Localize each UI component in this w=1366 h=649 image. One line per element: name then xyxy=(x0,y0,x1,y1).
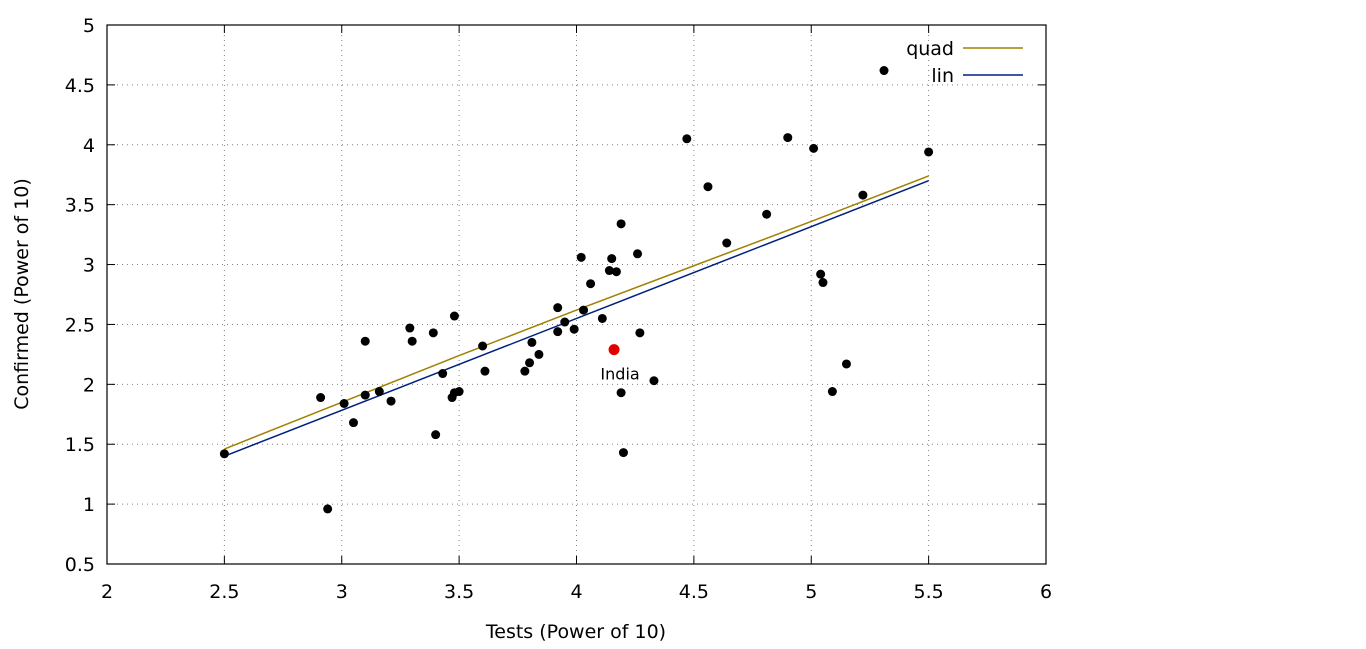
data-point xyxy=(553,303,563,313)
data-point xyxy=(438,369,448,379)
y-tick-label: 1.5 xyxy=(65,434,95,456)
x-tick-label: 4.5 xyxy=(679,581,709,603)
data-point xyxy=(449,311,459,321)
data-points: India xyxy=(219,66,934,514)
fit-lines xyxy=(224,175,929,457)
axis-ticks: 2 2.5 3 3.5 4 4.5 5 5.5 6 0.5 1 1.5 2 2.5 3 3.5 4 4.5 5 xyxy=(65,15,1052,603)
y-tick-label: 5 xyxy=(83,15,95,37)
data-point xyxy=(649,376,659,386)
legend-label-lin: lin xyxy=(931,65,954,87)
data-point xyxy=(924,147,934,157)
legend: quad lin xyxy=(906,38,1023,87)
data-point xyxy=(682,134,692,144)
data-point xyxy=(633,249,643,259)
x-tick-label: 5.5 xyxy=(914,581,944,603)
data-point xyxy=(360,336,370,346)
data-point xyxy=(722,238,732,248)
data-point xyxy=(841,359,851,369)
data-point xyxy=(879,66,889,76)
data-point xyxy=(386,396,396,406)
y-tick-label: 3.5 xyxy=(65,195,95,217)
highlight-label: India xyxy=(600,365,639,384)
x-tick-label: 2.5 xyxy=(209,581,239,603)
data-point xyxy=(569,324,579,334)
data-point xyxy=(527,337,537,347)
y-tick-label: 0.5 xyxy=(65,554,95,576)
quad-fit-line xyxy=(224,175,929,450)
x-tick-label: 4 xyxy=(570,581,582,603)
data-point xyxy=(597,313,607,323)
data-point xyxy=(480,366,490,376)
data-point xyxy=(553,327,563,337)
x-tick-label: 3 xyxy=(336,581,348,603)
data-point xyxy=(360,390,370,400)
data-point xyxy=(428,328,438,338)
data-point xyxy=(611,267,621,277)
data-point xyxy=(616,388,626,398)
data-point xyxy=(827,387,837,397)
data-point xyxy=(635,328,645,338)
y-tick-label: 2.5 xyxy=(65,314,95,336)
data-point xyxy=(407,336,417,346)
data-point xyxy=(818,278,828,288)
y-tick-label: 4 xyxy=(83,135,95,157)
data-point xyxy=(478,341,488,351)
grid-lines xyxy=(107,25,1046,564)
data-point xyxy=(607,254,617,264)
x-tick-label: 3.5 xyxy=(444,581,474,603)
data-point xyxy=(219,449,229,459)
data-point xyxy=(339,398,349,408)
data-point xyxy=(579,305,589,315)
data-point xyxy=(431,430,441,440)
data-point xyxy=(560,317,570,327)
x-tick-label: 6 xyxy=(1040,581,1052,603)
x-axis-title: Tests (Power of 10) xyxy=(485,621,666,643)
data-point xyxy=(316,393,326,403)
data-point xyxy=(348,418,358,428)
data-point xyxy=(858,190,868,200)
highlight-point xyxy=(608,344,620,356)
plot-frame xyxy=(106,24,1047,565)
data-point xyxy=(374,387,384,397)
x-tick-label: 5 xyxy=(805,581,817,603)
data-point xyxy=(809,143,819,153)
legend-label-quad: quad xyxy=(906,38,954,60)
data-point xyxy=(816,269,826,279)
data-point xyxy=(762,209,772,219)
data-point xyxy=(525,358,535,368)
data-point xyxy=(783,133,793,143)
data-point xyxy=(454,387,464,397)
data-point xyxy=(323,504,333,514)
y-axis-title: Confirmed (Power of 10) xyxy=(11,178,33,410)
data-point xyxy=(604,266,614,276)
y-tick-label: 4.5 xyxy=(65,75,95,97)
data-point xyxy=(576,252,586,262)
data-point xyxy=(586,279,596,289)
data-point xyxy=(703,182,713,192)
data-point xyxy=(616,219,626,229)
data-point xyxy=(618,448,628,458)
lin-fit-line xyxy=(224,180,929,457)
y-tick-label: 2 xyxy=(83,374,95,396)
y-tick-label: 3 xyxy=(83,255,95,277)
y-tick-label: 1 xyxy=(83,494,95,516)
data-point xyxy=(520,366,530,376)
data-point xyxy=(534,349,544,359)
x-tick-label: 2 xyxy=(101,581,113,603)
data-point xyxy=(405,323,415,333)
